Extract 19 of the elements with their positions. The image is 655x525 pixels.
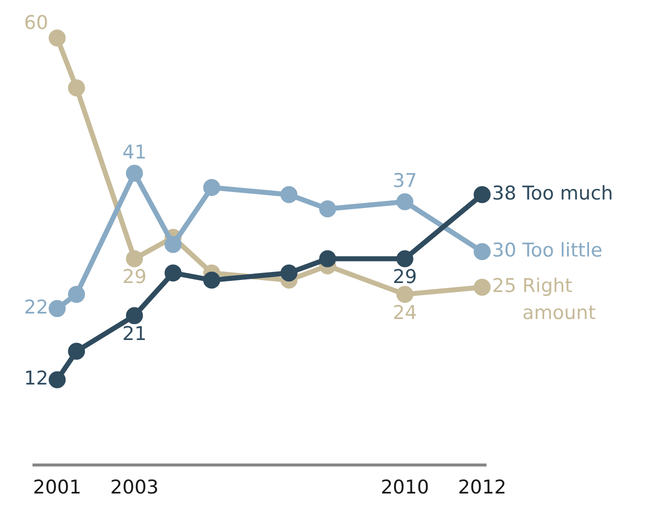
data-label: 24 [392,302,417,324]
series-label: Too little [521,240,602,262]
series-label: Right amount [522,275,596,324]
x-tick-label: 2003 [110,476,159,499]
data-label: 60 [24,12,48,34]
x-tick-label: 2010 [380,476,430,499]
data-label: 12 [24,368,48,390]
series-label: Too much [521,182,614,205]
data-label: 21 [122,323,147,346]
data-label: 37 [392,170,417,192]
x-tick-label: 2012 [458,476,506,499]
data-label: 38 [492,182,516,205]
data-label: 25 [492,275,516,298]
x-tick-label: 2001 [33,476,82,499]
data-label: 29 [392,266,417,288]
data-label: 29 [122,266,147,288]
data-label: 22 [24,296,48,318]
data-label: 41 [122,142,147,164]
data-label: 30 [492,240,516,262]
